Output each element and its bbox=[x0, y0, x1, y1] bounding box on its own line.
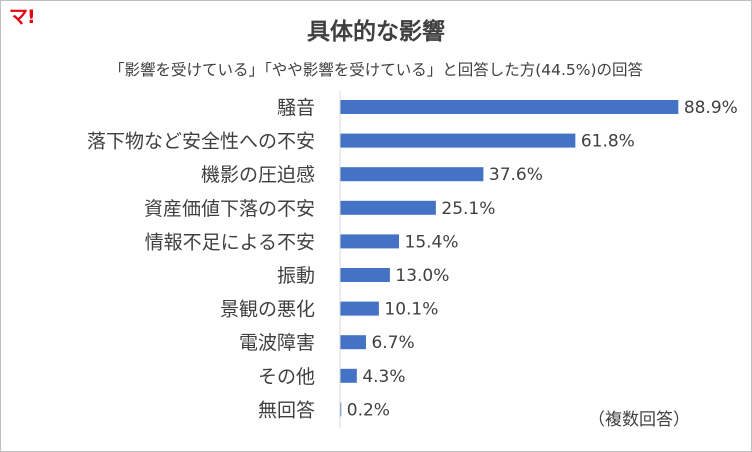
value-label: 0.2% bbox=[347, 400, 390, 420]
bar bbox=[340, 167, 484, 182]
multiple-answer-note: （複数回答） bbox=[588, 410, 690, 430]
value-label: 61.8% bbox=[581, 132, 635, 152]
chart-subtitle: 「影響を受けている」「やや影響を受けている」と回答した方(44.5%)の回答 bbox=[108, 61, 644, 79]
value-label: 25.1% bbox=[441, 199, 495, 219]
bar bbox=[340, 100, 679, 114]
chart-title: 具体的な影響 bbox=[307, 19, 445, 45]
category-label: 騒音 bbox=[277, 97, 315, 119]
bar bbox=[340, 268, 390, 282]
bar bbox=[340, 335, 366, 350]
value-label: 10.1% bbox=[384, 300, 438, 320]
bar bbox=[340, 234, 400, 249]
value-label: 88.9% bbox=[684, 98, 738, 118]
bar bbox=[340, 368, 357, 383]
value-label: 13.0% bbox=[395, 266, 449, 286]
bar bbox=[340, 200, 436, 215]
category-label: 情報不足による不安 bbox=[145, 231, 315, 253]
category-label: 落下物など安全性への不安 bbox=[87, 131, 315, 153]
category-label: 電波障害 bbox=[239, 332, 315, 354]
category-label: 資産価値下落の不安 bbox=[144, 198, 315, 220]
bar bbox=[340, 133, 576, 148]
category-label: 振動 bbox=[277, 265, 315, 287]
bars-group: 騒音 88.9% 落下物など安全性への不安 61.8% 機影の圧迫感 37.6% 資産価値下… bbox=[87, 97, 738, 421]
category-label: 景観の悪化 bbox=[220, 299, 315, 321]
value-label: 4.3% bbox=[362, 367, 405, 387]
category-label: 無回答 bbox=[258, 399, 315, 421]
value-label: 6.7% bbox=[371, 333, 414, 353]
category-label: 機影の圧迫感 bbox=[201, 164, 315, 186]
category-label: その他 bbox=[258, 366, 315, 388]
bar bbox=[340, 402, 342, 417]
brand-logo: マ! bbox=[9, 6, 36, 28]
bar bbox=[340, 301, 379, 316]
value-label: 37.6% bbox=[489, 165, 543, 185]
value-label: 15.4% bbox=[405, 232, 459, 252]
